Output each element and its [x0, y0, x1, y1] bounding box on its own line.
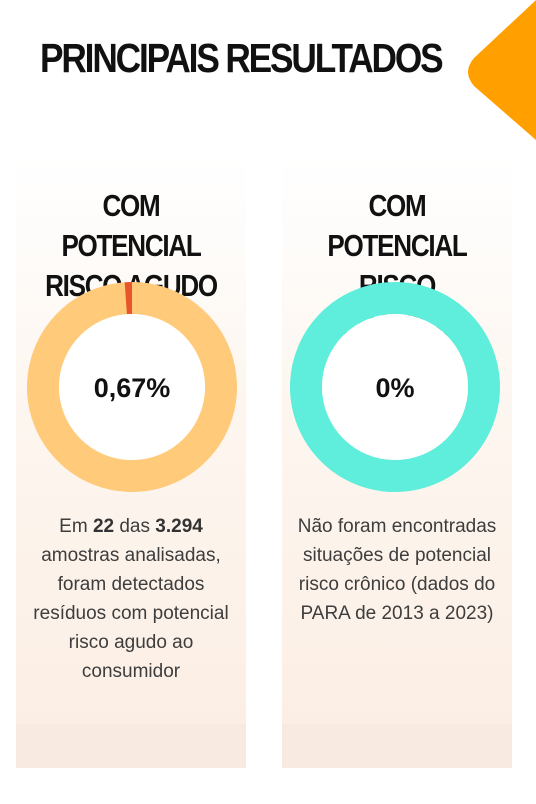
chronic-risk-value-label: 0%	[375, 373, 414, 403]
chronic-risk-donut-chart: 0%	[290, 282, 500, 492]
chronic-risk-donut-hole	[322, 314, 468, 460]
card-footer-band	[16, 724, 246, 768]
acute-risk-donut-hole	[59, 314, 205, 460]
acute-risk-donut-chart: 0,67%	[27, 282, 237, 492]
orange-diamond-decoration	[468, 0, 536, 140]
chronic-risk-card: COM POTENCIAL RISCO CRÔNICO 0% Não foram…	[282, 156, 512, 768]
detected-count: 22	[92, 516, 115, 537]
total-samples: 3.294	[155, 516, 203, 537]
card-footer-band	[282, 724, 512, 768]
chronic-risk-title-line-1: COM POTENCIAL	[327, 188, 467, 263]
chronic-risk-description: Não foram encontradas situações de poten…	[297, 516, 497, 624]
acute-risk-value-label: 0,67%	[94, 373, 171, 403]
acute-risk-card: COM POTENCIAL RISCO AGUDO 0,67% Em 22 da…	[16, 156, 246, 768]
corner-accent-shape	[464, 0, 536, 150]
desc-rest: amostras analisadas, foram detectados re…	[33, 545, 229, 682]
chronic-risk-donut-ring	[290, 282, 500, 492]
acute-risk-title: COM POTENCIAL RISCO AGUDO	[34, 186, 227, 306]
page-title: PRINCIPAIS RESULTADOS	[40, 35, 444, 81]
desc-prefix: Em	[59, 516, 88, 537]
desc-middle: das	[119, 516, 150, 537]
acute-risk-title-line-1: COM POTENCIAL	[61, 188, 201, 263]
acute-risk-description: Em 22 das 3.294 amostras analisadas, for…	[22, 512, 240, 686]
